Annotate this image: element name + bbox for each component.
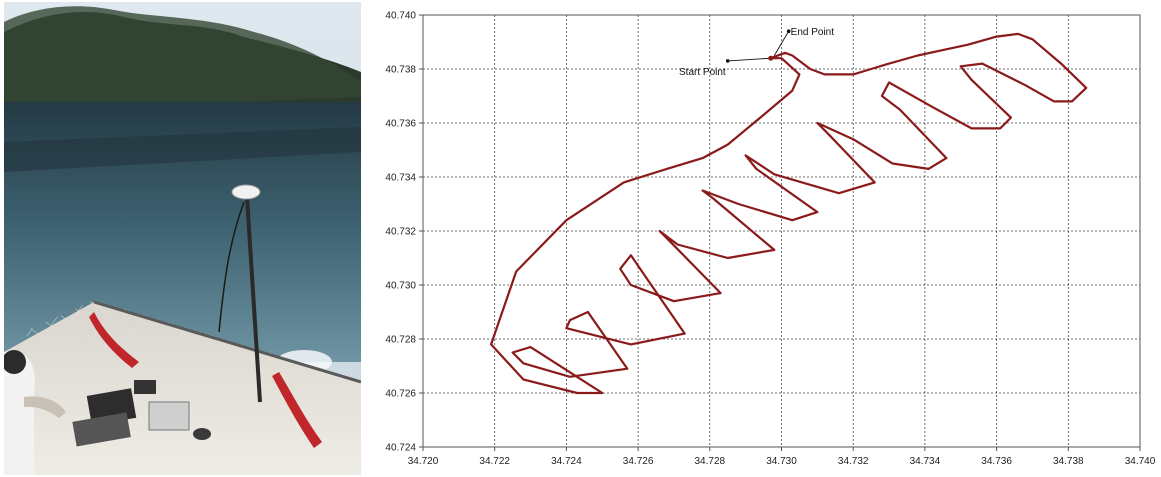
device [134,380,156,394]
device-2 [193,428,211,440]
operator-person [4,351,35,475]
start-end-marker [768,55,774,61]
y-tick-label: 40.734 [385,173,416,184]
y-tick-label: 40.728 [385,335,416,346]
laptop-base [72,412,131,447]
y-tick-label: 40.732 [385,227,416,238]
boat-gps-survey-photo [4,2,361,475]
y-tick-label: 40.738 [385,65,416,76]
end-point-label: End Point [791,27,835,38]
operator-arm [24,396,66,418]
x-tick-label: 34.726 [623,456,654,467]
x-tick-label: 34.738 [1053,456,1084,467]
y-tick-label: 40.740 [385,11,416,22]
x-tick-label: 34.728 [695,456,726,467]
y-axis: 40.724 40.726 40.728 40.730 40.732 40.734 40.7… [385,11,423,454]
annotation-arrowhead [786,29,791,33]
gps-pole [245,196,262,403]
gps-track-chart: 34.720 34.722 34.724 34.726 34.728 34.730 34.7… [385,11,1156,468]
y-tick-label: 40.726 [385,389,416,400]
x-tick-label: 34.720 [408,456,439,467]
annotations: End Point Start Point [679,27,834,78]
y-tick-label: 40.724 [385,443,416,454]
y-tick-label: 40.736 [385,119,416,130]
y-tick-label: 40.730 [385,281,416,292]
gps-antenna-icon [231,184,261,200]
annotation-arrow [773,30,790,56]
x-tick-label: 34.732 [838,456,869,467]
rail [93,300,361,384]
operator-head [4,350,26,374]
x-tick-label: 34.734 [910,456,941,467]
x-axis: 34.720 34.722 34.724 34.726 34.728 34.730 34.7… [408,447,1156,467]
mountain-ridge [4,6,361,112]
echosounder-box [148,401,190,431]
x-tick-label: 34.730 [766,456,797,467]
antenna-cable [218,201,245,333]
x-tick-label: 34.724 [551,456,582,467]
survey-track-line [490,32,1088,395]
red-flag-2 [272,372,322,448]
annotation-arrow [727,57,771,62]
start-point-label: Start Point [679,67,726,78]
x-tick-label: 34.722 [479,456,510,467]
annotation-arrowhead [725,59,730,63]
reflection [4,127,361,172]
x-tick-label: 34.740 [1125,456,1156,467]
red-flag [89,312,139,368]
x-tick-label: 34.736 [981,456,1012,467]
